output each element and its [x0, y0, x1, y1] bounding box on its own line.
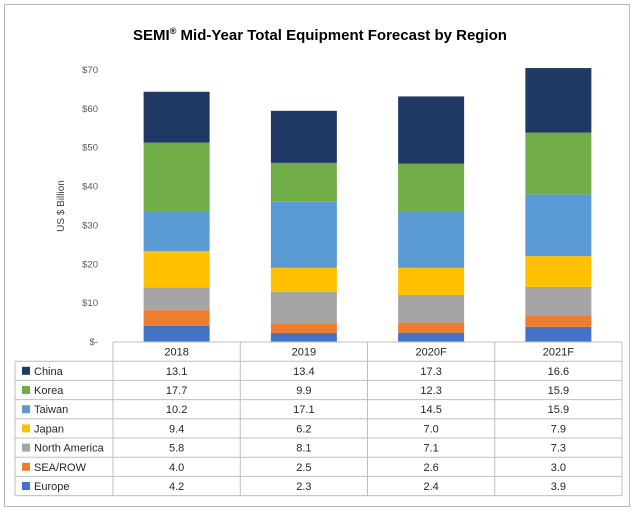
- data-label: 8.1: [296, 443, 311, 455]
- bar-north-america-2018: [143, 287, 210, 311]
- data-label: 12.3: [420, 385, 441, 397]
- data-label: 9.4: [169, 423, 184, 435]
- data-label: 7.9: [551, 423, 566, 435]
- legend-label: Japan: [34, 423, 64, 435]
- x-category-label: 2018: [164, 347, 188, 359]
- data-label: 13.1: [166, 366, 187, 378]
- bar-japan-2021f: [525, 256, 592, 287]
- data-label: 2.6: [423, 462, 438, 474]
- bar-taiwan-2020f: [398, 211, 465, 268]
- data-label: 17.3: [420, 366, 441, 378]
- data-label: 7.3: [551, 443, 566, 455]
- legend-swatch-china: [22, 366, 30, 375]
- data-label: 4.0: [169, 462, 184, 474]
- data-label: 3.0: [551, 462, 566, 474]
- bar-china-2019: [270, 110, 337, 163]
- x-category-label: 2019: [292, 347, 316, 359]
- bar-china-2020f: [398, 96, 465, 164]
- bar-taiwan-2021f: [525, 194, 592, 257]
- legend-label: Europe: [34, 481, 69, 493]
- legend-label: China: [34, 366, 64, 378]
- legend-swatch-taiwan: [22, 405, 30, 414]
- data-label: 17.1: [293, 404, 314, 416]
- y-tick-label: $30: [82, 220, 98, 231]
- data-label: 7.1: [423, 443, 438, 455]
- y-tick-label: $40: [82, 182, 98, 193]
- x-category-label: 2021F: [543, 347, 574, 359]
- bar-europe-2020f: [398, 332, 465, 342]
- data-label: 14.5: [420, 404, 441, 416]
- x-category-label: 2020F: [416, 347, 447, 359]
- data-label: 15.9: [548, 385, 569, 397]
- data-label: 13.4: [293, 366, 314, 378]
- chart-title: SEMI® Mid-Year Total Equipment Forecast …: [133, 26, 507, 44]
- bar-sea-row-2020f: [398, 322, 465, 333]
- bar-korea-2021f: [525, 132, 592, 195]
- bar-sea-row-2021f: [525, 315, 592, 327]
- data-label: 3.9: [551, 481, 566, 493]
- bar-china-2021f: [525, 68, 592, 133]
- bar-taiwan-2019: [270, 201, 337, 268]
- data-label: 17.7: [166, 385, 187, 397]
- legend-label: Korea: [34, 385, 64, 397]
- data-label: 5.8: [169, 443, 184, 455]
- data-label: 10.2: [166, 404, 187, 416]
- legend-swatch-europe: [22, 482, 30, 490]
- data-label: 15.9: [548, 404, 569, 416]
- y-tick-label: $-: [90, 337, 98, 348]
- bar-europe-2018: [143, 325, 210, 342]
- bar-korea-2018: [143, 142, 210, 212]
- data-label: 2.4: [423, 481, 438, 493]
- legend-label: North America: [34, 443, 105, 455]
- bar-sea-row-2018: [143, 310, 210, 326]
- y-tick-label: $20: [82, 259, 98, 270]
- legend-swatch-sea-row: [22, 462, 30, 471]
- bar-europe-2021f: [525, 326, 592, 342]
- bar-sea-row-2019: [270, 323, 337, 334]
- bar-korea-2019: [270, 162, 337, 202]
- data-label: 9.9: [296, 385, 311, 397]
- bar-korea-2020f: [398, 163, 465, 212]
- data-label: 6.2: [296, 423, 311, 435]
- bar-north-america-2019: [270, 291, 337, 324]
- legend-label: SEA/ROW: [34, 462, 87, 474]
- legend-swatch-japan: [22, 424, 30, 433]
- data-label: 4.2: [169, 481, 184, 493]
- bar-europe-2019: [270, 333, 337, 342]
- y-tick-label: $10: [82, 298, 98, 309]
- bar-japan-2018: [143, 251, 210, 288]
- bar-japan-2020f: [398, 267, 465, 295]
- data-label: 2.3: [296, 481, 311, 493]
- data-label: 7.0: [423, 423, 438, 435]
- legend-swatch-north-america: [22, 443, 30, 452]
- data-label: 2.5: [296, 462, 311, 474]
- y-tick-label: $50: [82, 143, 98, 154]
- legend-swatch-korea: [22, 386, 30, 394]
- y-tick-label: $70: [82, 65, 98, 76]
- bar-china-2018: [143, 91, 210, 143]
- bar-north-america-2021f: [525, 286, 592, 316]
- y-axis-label: US $ Billion: [56, 180, 67, 232]
- bar-japan-2019: [270, 267, 337, 292]
- legend-label: Taiwan: [34, 404, 68, 416]
- bar-taiwan-2018: [143, 211, 210, 252]
- y-tick-label: $60: [82, 104, 98, 115]
- bar-north-america-2020f: [398, 294, 465, 323]
- data-label: 16.6: [548, 366, 569, 378]
